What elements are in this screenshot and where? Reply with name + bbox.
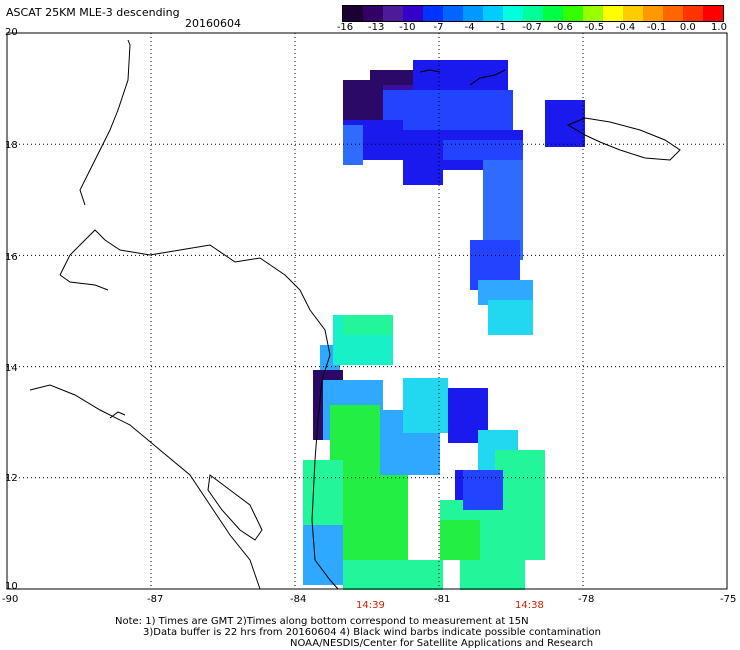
product-title: ASCAT 25KM MLE-3 descending — [6, 6, 180, 19]
note-line-1: Note: 1) Times are GMT 2)Times along bot… — [115, 616, 529, 627]
colorbar-swatch — [603, 6, 623, 21]
coastline-path — [29, 384, 261, 590]
colorbar-swatch — [363, 6, 383, 21]
colorbar-swatch — [583, 6, 603, 21]
colorbar-label: -1 — [495, 22, 506, 33]
colorbar-swatch — [423, 6, 443, 21]
colorbar-swatch — [703, 6, 723, 21]
colorbar-swatch — [623, 6, 643, 21]
colorbar-label: -13 — [367, 22, 385, 33]
coastline-path — [469, 69, 506, 86]
lon-label-84: -84 — [290, 594, 307, 605]
swath-cell — [303, 525, 343, 585]
swath-cell — [460, 560, 525, 590]
coastline-path — [79, 39, 131, 206]
swath-cell — [403, 378, 448, 433]
colorbar-swatch — [463, 6, 483, 21]
colorbar-label: -16 — [336, 22, 354, 33]
colorbar-swatch — [563, 6, 583, 21]
swath-cell — [403, 165, 443, 185]
lat-label-20: 20 — [5, 27, 18, 38]
colorbar-swatch — [483, 6, 503, 21]
lat-label-12: 12 — [5, 473, 18, 484]
map-frame — [6, 32, 728, 590]
swath-cell — [443, 140, 523, 160]
colorbar-label: -0.1 — [646, 22, 667, 33]
colorbar-label: -7 — [433, 22, 444, 33]
colorbar-swatch — [343, 6, 363, 21]
coastline-path — [419, 69, 441, 73]
colorbar-label: -4 — [464, 22, 475, 33]
colorbar-swatch — [543, 6, 563, 21]
swath-cell — [545, 100, 585, 147]
graticule — [7, 33, 727, 589]
colorbar — [342, 5, 724, 22]
swath-time-1: 14:39 — [356, 600, 385, 611]
swath-cell — [463, 470, 503, 510]
lat-label-10: 10 — [5, 581, 18, 592]
swath-cell — [343, 125, 363, 165]
swath-cell — [343, 80, 383, 120]
colorbar-label: -0.4 — [615, 22, 636, 33]
swath-cell — [343, 315, 393, 335]
lon-label-78: -78 — [578, 594, 595, 605]
colorbar-label: 0.0 — [679, 22, 696, 33]
coastline-path — [207, 474, 263, 541]
swath-time-2: 14:38 — [515, 600, 544, 611]
lat-label-14: 14 — [5, 363, 18, 374]
note-line-2: 3)Data buffer is 22 hrs from 20160604 4)… — [143, 627, 601, 638]
lon-label-90: -90 — [2, 594, 19, 605]
colorbar-label: -0.5 — [584, 22, 605, 33]
lon-label-87: -87 — [147, 594, 164, 605]
lon-label-81: -81 — [434, 594, 451, 605]
coastline-path — [109, 411, 126, 419]
colorbar-label: -0.7 — [522, 22, 542, 33]
coastline-path — [59, 229, 339, 590]
colorbar-swatch — [663, 6, 683, 21]
colorbar-swatch — [503, 6, 523, 21]
colorbar-swatch — [383, 6, 403, 21]
colorbar-label: 1.0 — [711, 22, 727, 33]
swath-cell — [440, 520, 480, 560]
swath-cell — [505, 510, 545, 550]
swath-cell — [488, 300, 533, 335]
colorbar-swatch — [443, 6, 463, 21]
lon-label-75: -75 — [720, 594, 737, 605]
wind-swath — [303, 60, 585, 590]
product-date: 20160604 — [185, 17, 241, 30]
coastline-path — [59, 274, 109, 291]
colorbar-swatch — [523, 6, 543, 21]
colorbar-swatch — [683, 6, 703, 21]
colorbar-label: -0.6 — [553, 22, 573, 33]
swath-cell — [413, 60, 508, 90]
swath-cell — [383, 90, 513, 130]
swath-cell — [495, 450, 545, 510]
colorbar-swatch — [643, 6, 663, 21]
swath-cell — [343, 560, 443, 590]
colorbar-label: -10 — [399, 22, 416, 33]
lat-label-16: 16 — [5, 252, 18, 263]
swath-cell — [483, 160, 523, 180]
lat-label-18: 18 — [5, 140, 18, 151]
colorbar-swatch — [403, 6, 423, 21]
note-line-3: NOAA/NESDIS/Center for Satellite Applica… — [290, 638, 594, 649]
coastline-path — [566, 117, 681, 161]
coastline — [29, 39, 681, 590]
